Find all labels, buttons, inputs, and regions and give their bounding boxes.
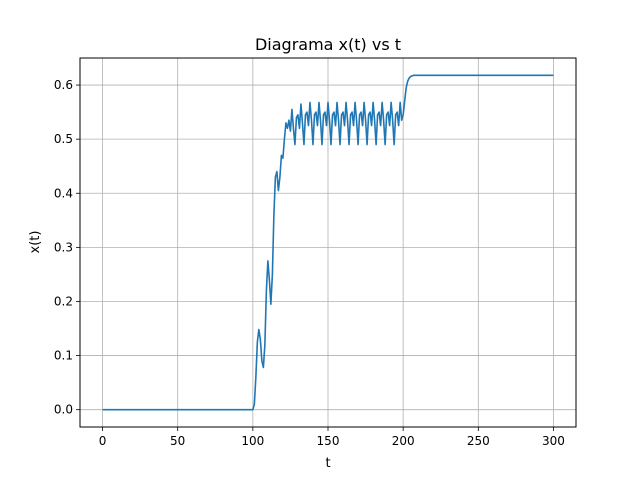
x-tick-label: 100 <box>241 434 264 448</box>
chart-title: Diagrama x(t) vs t <box>255 35 401 54</box>
axis-ticks: 0 50 100 150 200 250 300 0.0 0.1 0.2 0.3 0.4 0.5 0.6 <box>54 78 565 448</box>
axes-frame <box>79 57 577 428</box>
y-tick-label: 0.5 <box>54 132 73 146</box>
y-tick-label: 0.2 <box>54 294 73 308</box>
x-tick-label: 300 <box>542 434 565 448</box>
series-line-0 <box>102 74 554 411</box>
y-tick-label: 0.1 <box>54 349 73 363</box>
x-axis-label: t <box>325 456 330 471</box>
y-tick-label: 0.3 <box>54 240 73 254</box>
x-tick-label: 250 <box>467 434 490 448</box>
grid <box>80 58 576 427</box>
y-tick-label: 0.6 <box>54 78 73 92</box>
x-tick-label: 50 <box>170 434 185 448</box>
y-tick-label: 0.4 <box>54 186 73 200</box>
x-tick-label: 150 <box>317 434 340 448</box>
x-tick-label: 0 <box>99 434 107 448</box>
plot-area <box>102 74 554 411</box>
y-axis-label: x(t) <box>28 231 43 254</box>
x-tick-label: 200 <box>392 434 415 448</box>
y-tick-label: 0.0 <box>54 403 73 417</box>
